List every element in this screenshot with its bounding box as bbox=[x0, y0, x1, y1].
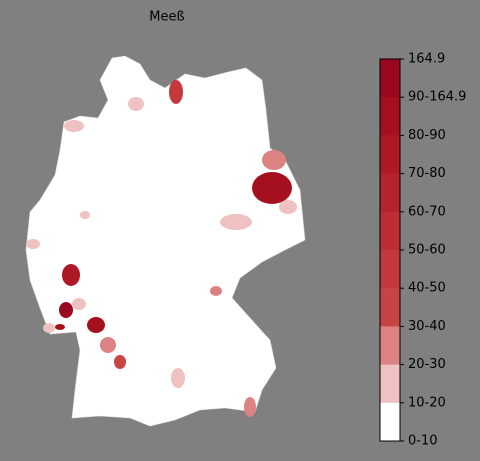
region bbox=[171, 368, 185, 388]
colorbar-label: 70-80 bbox=[408, 166, 446, 181]
region bbox=[252, 172, 292, 204]
region bbox=[43, 323, 55, 333]
colorbar-band bbox=[380, 59, 400, 98]
region bbox=[279, 200, 297, 214]
region bbox=[87, 317, 105, 333]
region bbox=[80, 211, 90, 219]
region bbox=[59, 302, 73, 318]
region bbox=[169, 80, 183, 104]
region bbox=[244, 397, 256, 417]
germany-map bbox=[25, 55, 306, 427]
colorbar-label: 90-164.9 bbox=[408, 90, 466, 105]
colorbar-label: 20-30 bbox=[408, 357, 446, 372]
colorbar-band bbox=[380, 97, 400, 136]
region bbox=[114, 355, 126, 369]
region bbox=[220, 214, 252, 230]
colorbar-band bbox=[380, 135, 400, 175]
colorbar: 164.9 90-164.9 80-90 70-80 60-70 50-60 40-50 30… bbox=[379, 52, 466, 449]
region bbox=[64, 120, 84, 132]
region bbox=[26, 239, 40, 249]
colorbar-band bbox=[380, 402, 400, 442]
region bbox=[62, 264, 80, 286]
map-title: Meeß bbox=[149, 10, 184, 25]
colorbar-band bbox=[380, 326, 400, 366]
colorbar-label: 50-60 bbox=[408, 243, 446, 258]
country-outline bbox=[25, 55, 306, 427]
colorbar-label: 40-50 bbox=[408, 281, 446, 296]
colorbar-band bbox=[380, 364, 400, 404]
colorbar-band bbox=[380, 288, 400, 327]
colorbar-band bbox=[380, 250, 400, 289]
region bbox=[72, 298, 86, 310]
colorbar-band bbox=[380, 211, 400, 251]
colorbar-band bbox=[380, 173, 400, 213]
colorbar-label: 30-40 bbox=[408, 319, 446, 334]
region bbox=[55, 324, 65, 330]
colorbar-label: 60-70 bbox=[408, 204, 446, 219]
colorbar-label: 0-10 bbox=[408, 434, 438, 449]
region bbox=[210, 286, 222, 296]
region bbox=[262, 150, 286, 170]
colorbar-label: 80-90 bbox=[408, 128, 446, 143]
colorbar-label: 10-20 bbox=[408, 395, 446, 410]
region bbox=[100, 337, 116, 353]
region bbox=[128, 97, 144, 111]
colorbar-label: 164.9 bbox=[408, 52, 445, 67]
